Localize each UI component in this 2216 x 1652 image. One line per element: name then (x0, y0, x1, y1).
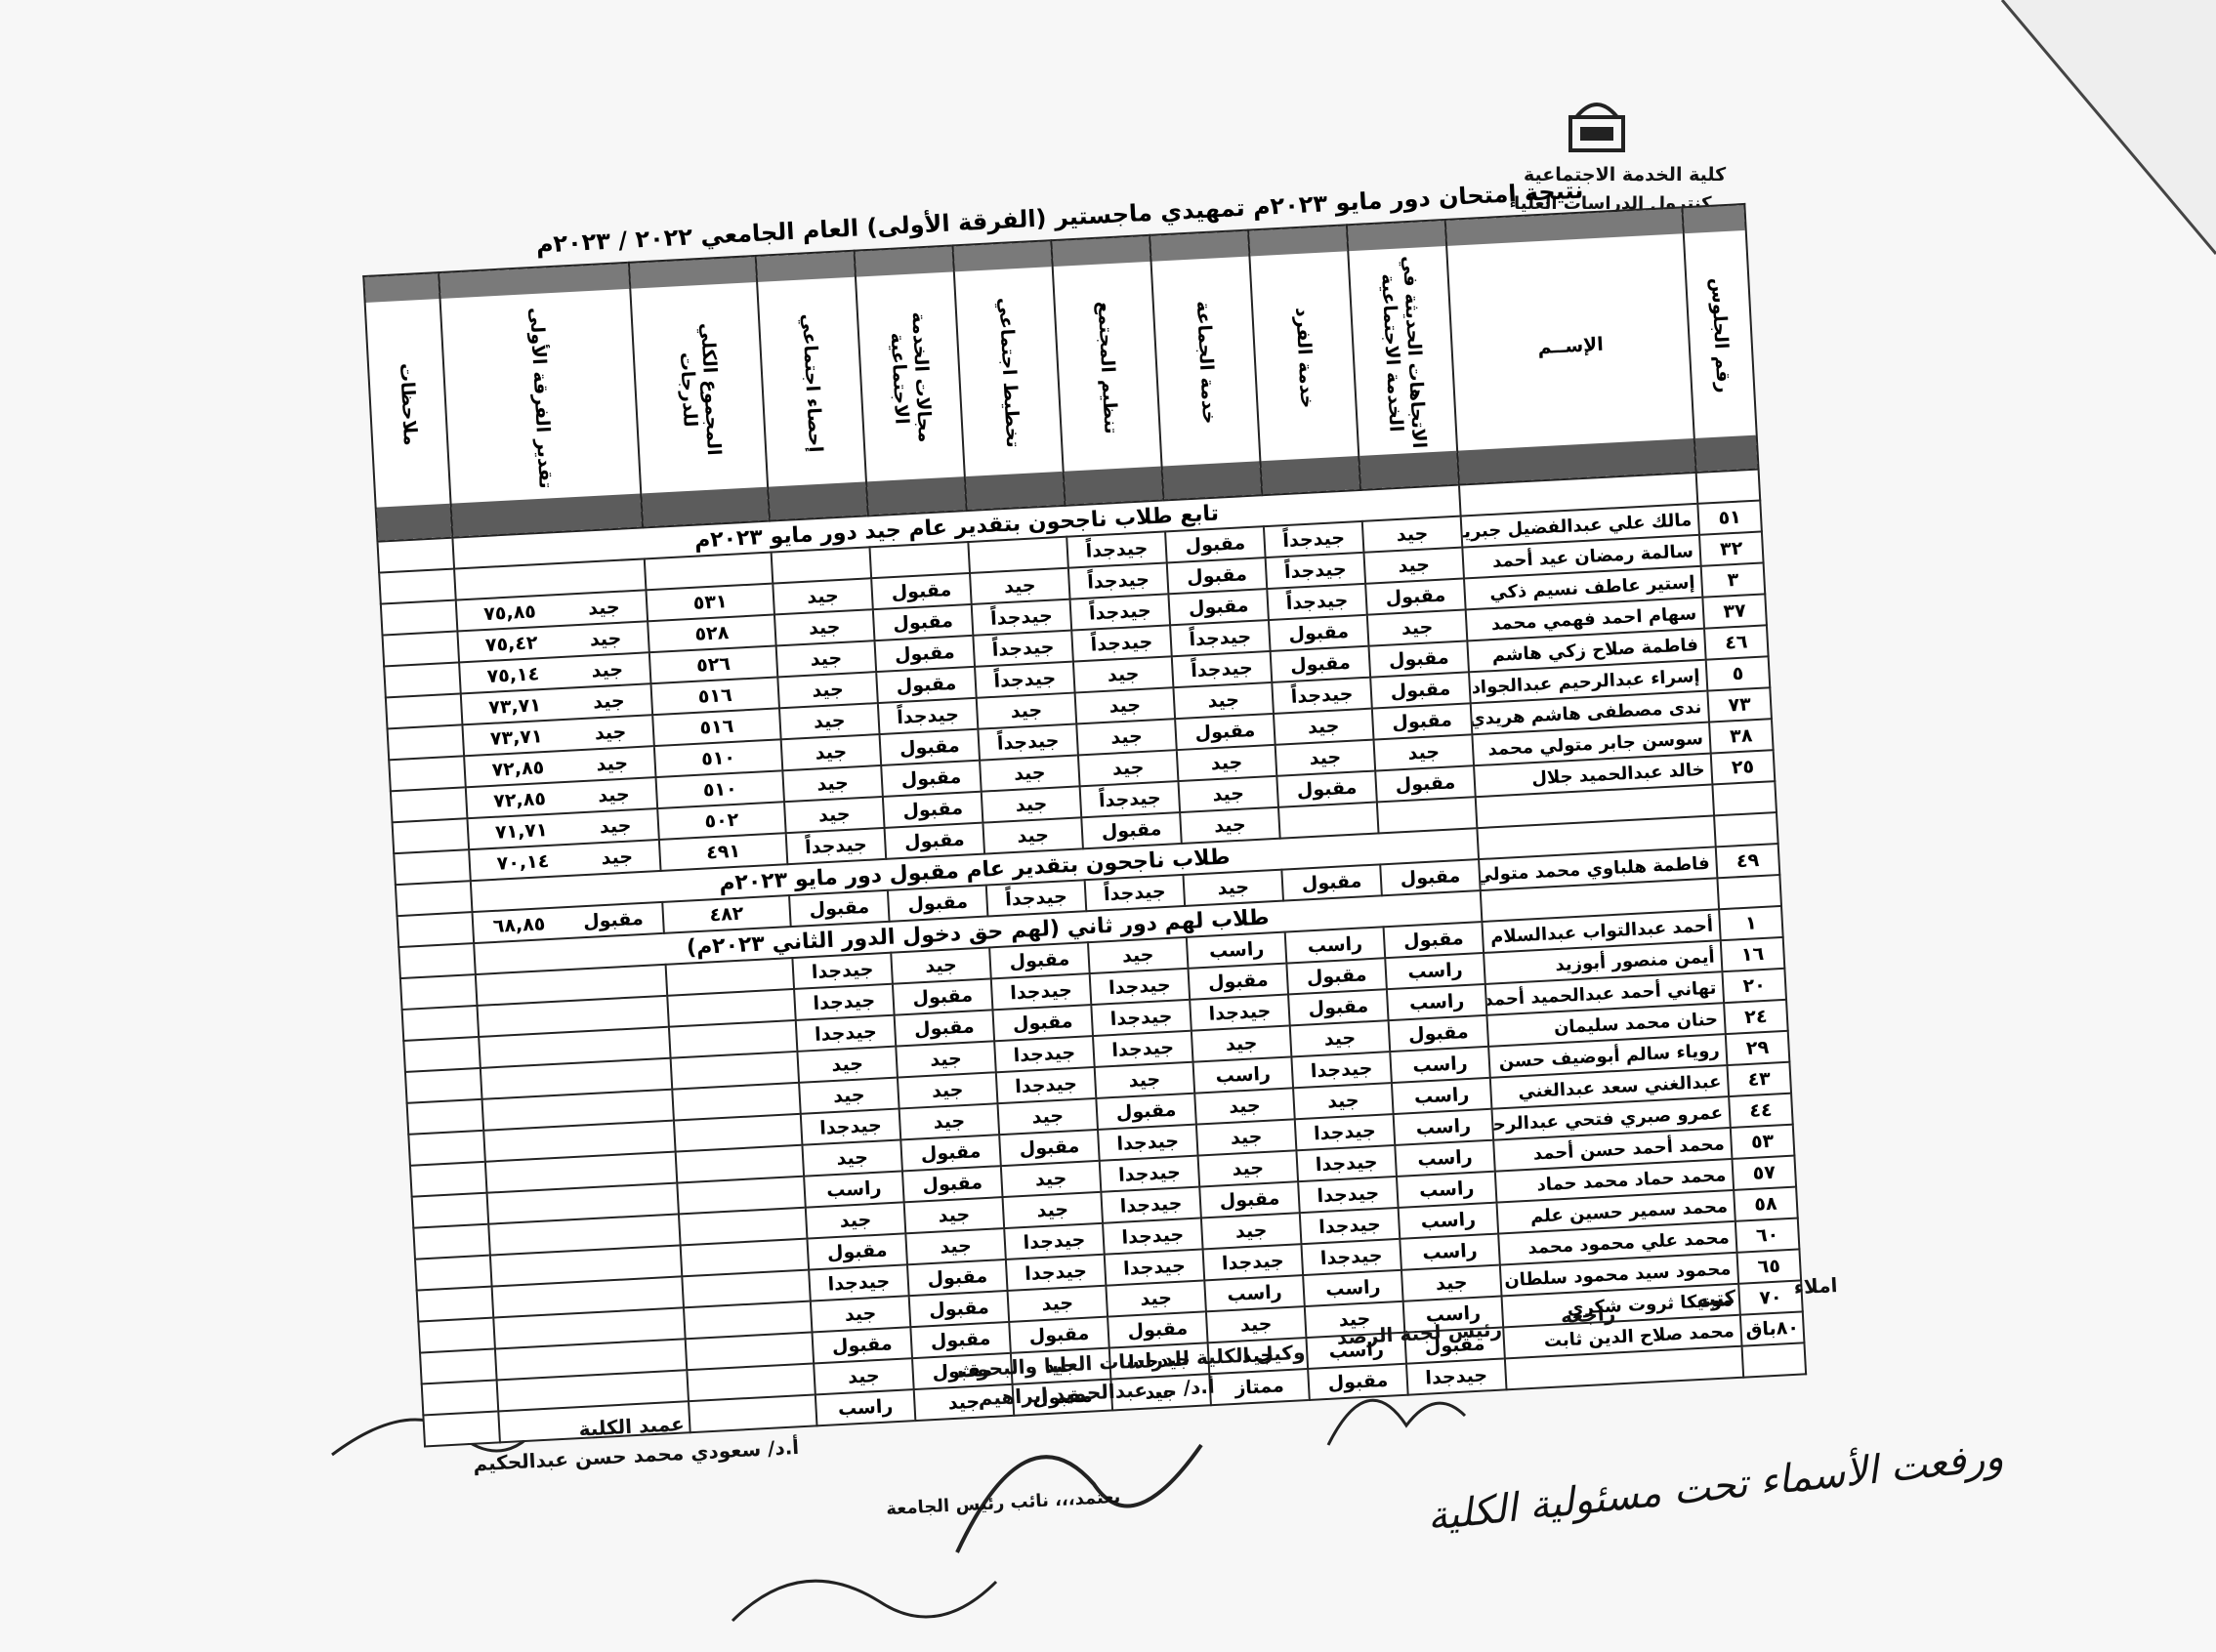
reviewed-label: راجعه (1560, 1301, 1616, 1328)
faculty-name: كلية الخدمة الاجتماعية (1524, 164, 1727, 186)
dean-name: أ.د/ سعودي محمد حسن عبدالحكيم (472, 1434, 800, 1476)
vice-dean-name: أ.د/ ... عبدالحميد إبراهيم (977, 1374, 1216, 1411)
approval: يعتمد،،، نائب رئيس الجامعة (885, 1486, 1121, 1520)
committee-head-label: رئيس لجنة الرصد (1336, 1317, 1503, 1349)
dictated-label: املاء (1793, 1273, 1838, 1300)
written-label: كتبه (1695, 1285, 1736, 1311)
logo (1568, 103, 1625, 152)
dean-title: عميد الكلية (578, 1411, 686, 1441)
vice-dean-title: وكيل الكلية للدراسات العليا والبحوث (956, 1340, 1306, 1383)
